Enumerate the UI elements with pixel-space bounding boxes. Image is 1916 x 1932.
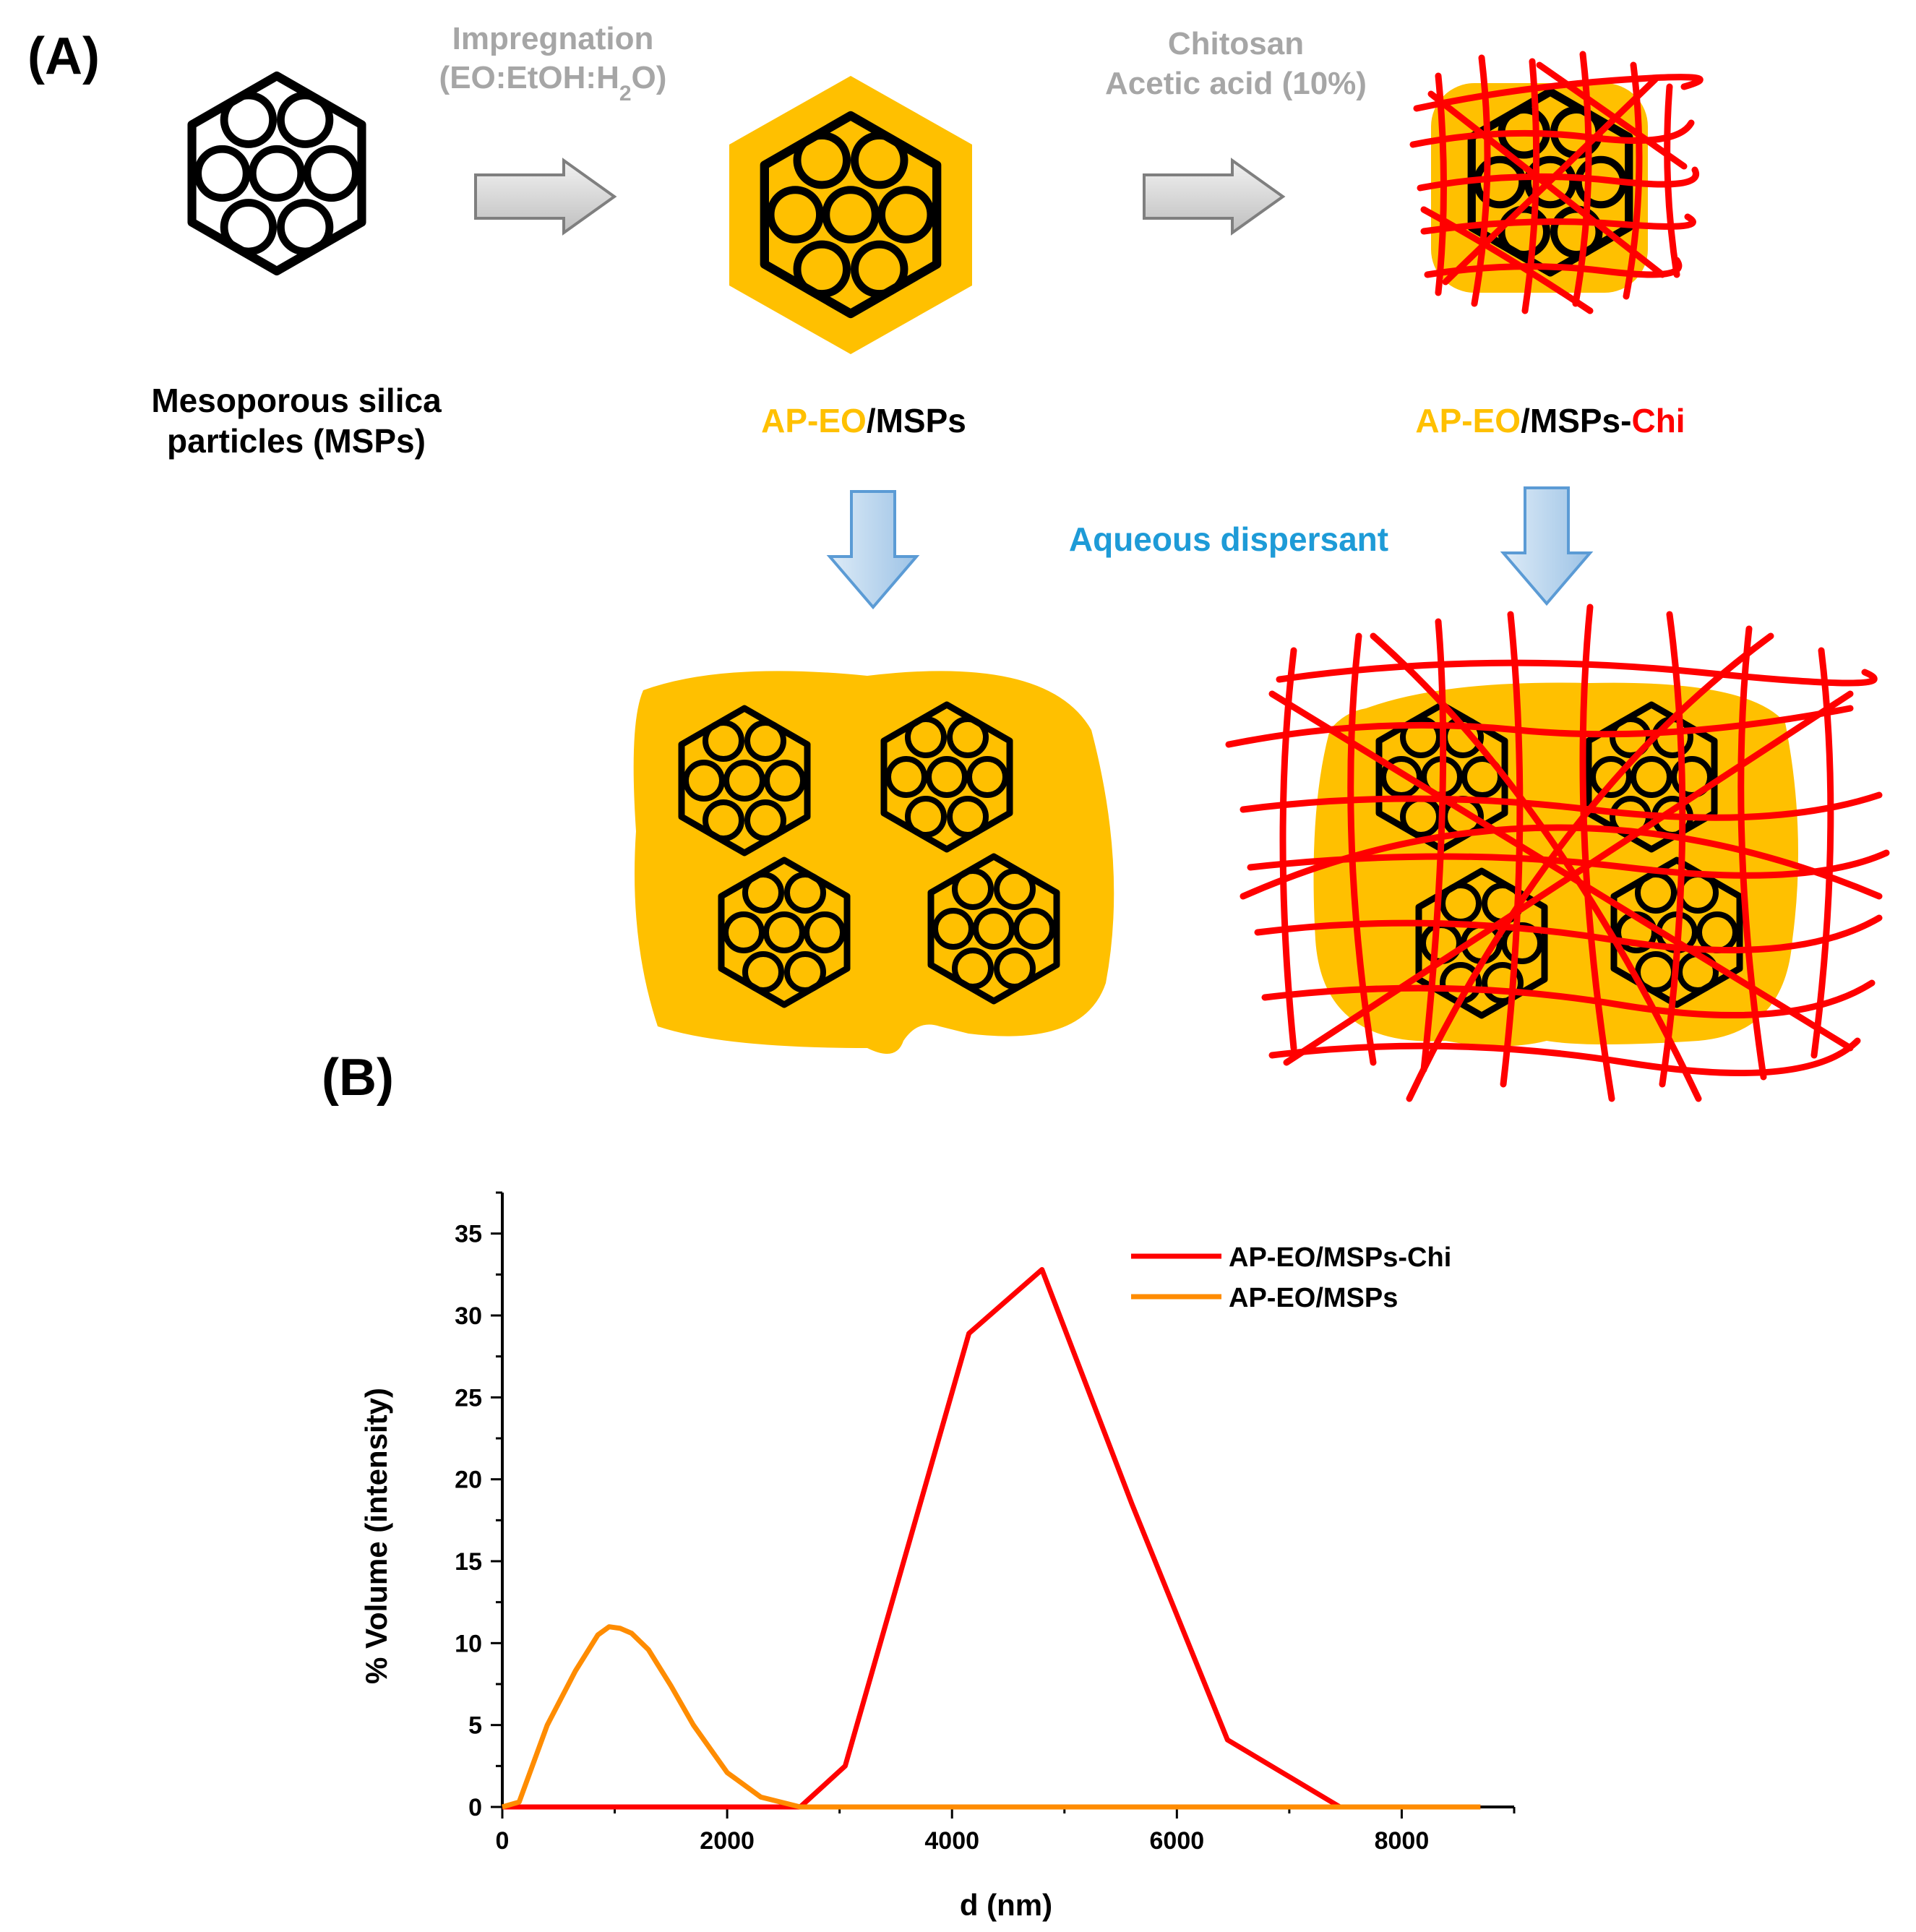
y-tick-label: 35 <box>455 1221 482 1248</box>
series-lines <box>502 1267 1481 1810</box>
y-tick-label: 15 <box>455 1548 482 1576</box>
chart-legend: AP-EO/MSPs-Chi AP-EO/MSPs <box>1131 1242 1451 1313</box>
x-tick-label: 8000 <box>1375 1827 1430 1855</box>
msps-label-line2: particles (MSPs) <box>167 422 426 460</box>
process-arrow-2-icon <box>1143 158 1286 236</box>
y-tick-label: 20 <box>455 1467 482 1494</box>
ap-eo-msps-label: AP-EO/MSPs <box>761 402 966 439</box>
legend-label: AP-EO/MSPs <box>1229 1283 1398 1313</box>
acetic-acid-label: Acetic acid (10%) <box>1105 66 1367 101</box>
chitosan-network-large-icon <box>1225 604 1890 1102</box>
dispersion-arrow-right-icon <box>1500 486 1594 606</box>
x-tick-label: 0 <box>496 1827 510 1855</box>
series-line-ap-eo-msps <box>502 1624 1481 1810</box>
impregnation-solvent-label: (EO:EtOH:H2O) <box>439 60 667 106</box>
series-line-ap-eo-msps-chi <box>502 1267 1481 1810</box>
y-tick-label: 0 <box>468 1794 482 1821</box>
x-tick-label: 6000 <box>1150 1827 1205 1855</box>
dispersion-arrow-left-icon <box>826 490 920 610</box>
x-axis-label: d (nm) <box>960 1888 1052 1922</box>
aqueous-dispersant-label: Aqueous dispersant <box>1069 520 1388 558</box>
y-tick-label: 10 <box>455 1630 482 1657</box>
msps-label-line1: Mesoporous silica <box>151 382 442 419</box>
chitosan-network-icon <box>1409 51 1704 314</box>
process-arrow-1-icon <box>474 158 617 236</box>
chitosan-label: Chitosan <box>1168 26 1304 61</box>
y-tick-label: 25 <box>455 1384 482 1412</box>
y-axis-label: % Volume (intensity) <box>359 1388 393 1684</box>
impregnation-label: Impregnation <box>452 21 654 56</box>
x-tick-labels: 0 2000 4000 6000 8000 <box>496 1827 1430 1855</box>
y-tick-label: 5 <box>468 1712 482 1740</box>
msp-particle-icon <box>192 76 362 271</box>
x-tick-label: 4000 <box>924 1827 979 1855</box>
y-tick-label: 30 <box>455 1302 482 1330</box>
x-tick-label: 2000 <box>700 1827 755 1855</box>
panel-b-label: (B) <box>322 1049 394 1107</box>
legend-label: AP-EO/MSPs-Chi <box>1229 1242 1451 1273</box>
panel-a-label: (A) <box>27 27 100 85</box>
y-tick-labels: 0 5 10 15 20 25 30 35 <box>455 1221 482 1821</box>
ap-eo-msps-chi-label: AP-EO/MSPs-Chi <box>1415 402 1685 439</box>
